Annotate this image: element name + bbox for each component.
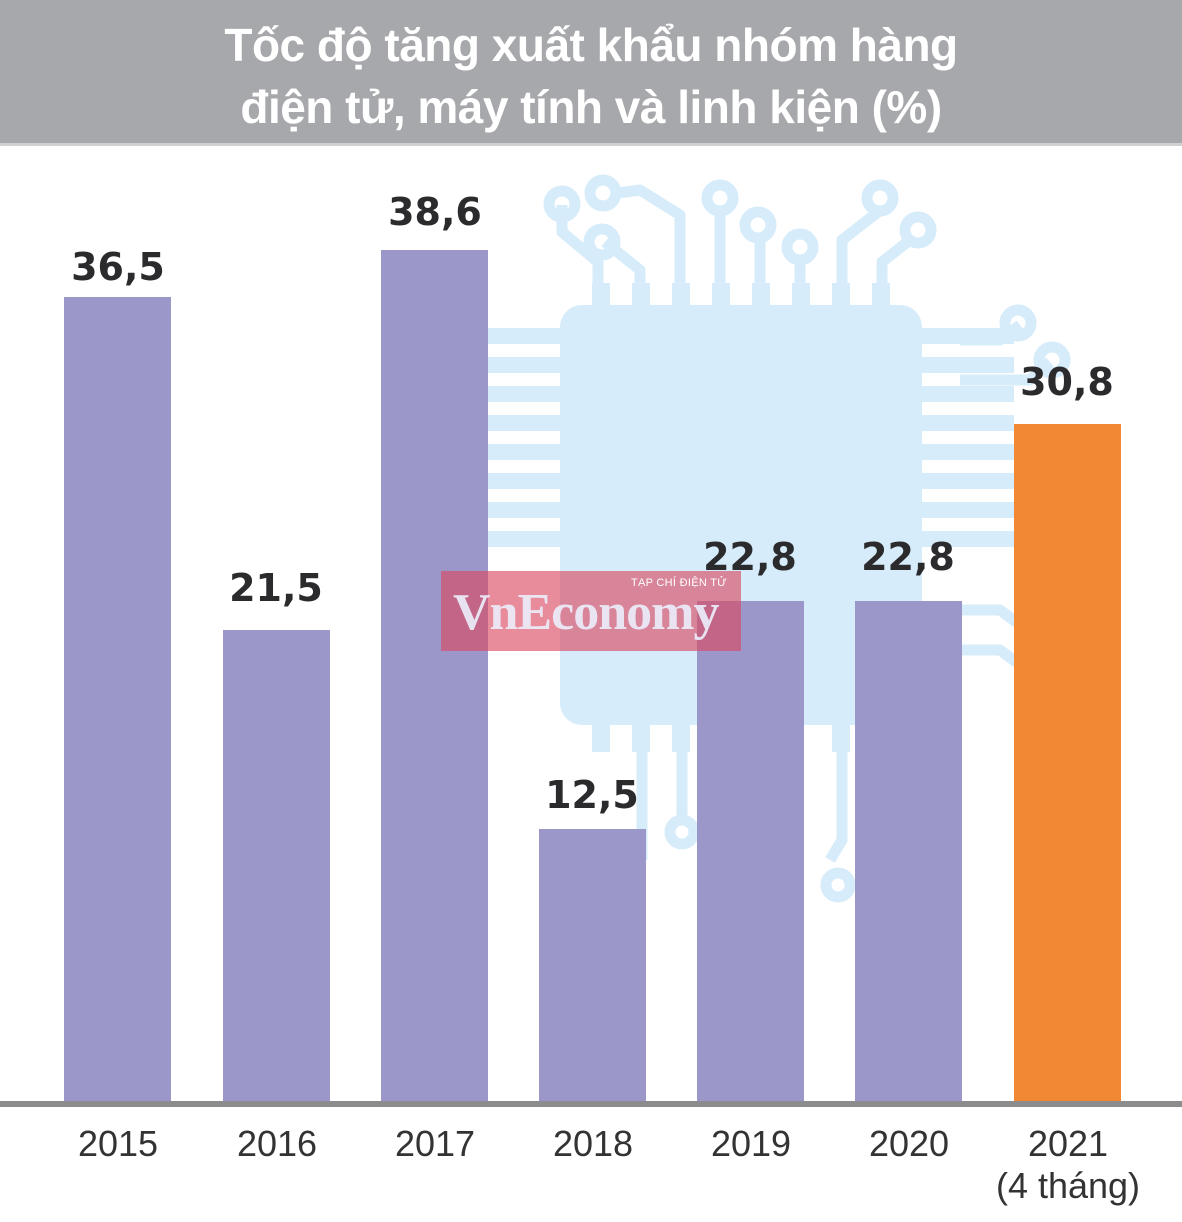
value-label-2015: 36,5	[71, 245, 165, 289]
value-label-2017: 38,6	[388, 190, 482, 234]
bar-2019	[697, 601, 804, 1102]
vneconomy-watermark: TẠP CHÍ ĐIỆN TỬ VnEconomy	[441, 571, 741, 651]
value-label-2018: 12,5	[545, 773, 639, 817]
chart-title-line-1: Tốc độ tăng xuất khẩu nhóm hàng	[224, 19, 958, 71]
x-label-2019: 2019	[710, 1123, 792, 1164]
value-label-2021: 30,8	[1020, 360, 1114, 404]
bar-2020	[855, 601, 962, 1102]
title-band: Tốc độ tăng xuất khẩu nhóm hàng điện tử,…	[0, 0, 1182, 146]
x-label-2021: 2021	[1027, 1123, 1109, 1164]
bar-2018	[539, 829, 646, 1102]
value-label-2020: 22,8	[861, 535, 955, 579]
x-label-2021-subtitle: (4 tháng)	[995, 1165, 1141, 1206]
value-label-2016: 21,5	[229, 566, 323, 610]
watermark-tagline: TẠP CHÍ ĐIỆN TỬ	[630, 577, 727, 589]
bar-2015	[64, 297, 171, 1102]
x-label-2018: 2018	[552, 1123, 634, 1164]
x-label-2020: 2020	[868, 1123, 950, 1164]
bar-2021-highlight	[1014, 424, 1121, 1102]
x-axis-baseline	[0, 1101, 1182, 1107]
chart-title-line-2: điện tử, máy tính và linh kiện (%)	[240, 81, 942, 133]
bar-2017	[381, 250, 488, 1102]
x-label-2015: 2015	[77, 1123, 159, 1164]
bar-2016	[223, 630, 330, 1102]
x-label-2017: 2017	[394, 1123, 476, 1164]
watermark-logo-text: VnEconomy	[453, 584, 719, 641]
x-label-2016: 2016	[236, 1123, 318, 1164]
